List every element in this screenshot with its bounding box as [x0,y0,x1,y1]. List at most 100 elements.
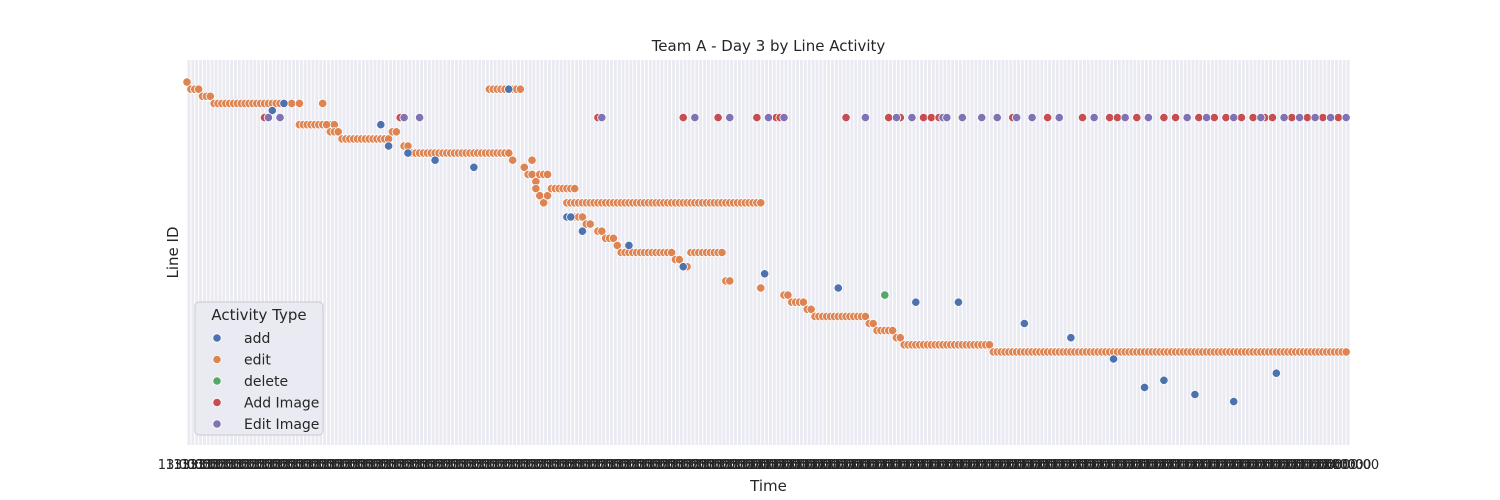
data-point-edit-image [992,113,1002,123]
x-tick-label: 13:00:00 [452,458,510,473]
data-point-edit-image [1120,113,1130,123]
data-point-edit [515,84,525,94]
x-tick-labels: 13:00:0013:00:0013:00:0013:00:0013:00:00… [158,458,1379,473]
x-tick-label: 13:00:00 [522,458,580,473]
x-tick-label: 14:00:00 [1088,458,1146,473]
data-point-edit [984,340,995,350]
x-tick-label: 13:00:00 [445,458,503,473]
data-point-add [267,105,277,116]
x-tick-label: 14:00:00 [1119,458,1177,473]
x-tick-label: 13:00:00 [468,458,526,473]
x-tick-label: 13:00:00 [398,458,456,473]
x-tick-label: 13:00:00 [576,458,634,473]
data-point-add [376,120,386,130]
x-tick-label: 14:00:00 [1150,458,1208,473]
x-tick-label: 13:00:00 [615,458,673,473]
data-point-edit-image [1256,113,1266,123]
data-point-edit [666,247,677,258]
x-tick-label: 14:00:00 [786,458,844,473]
x-tick-label: 13:00:00 [197,458,255,473]
data-point-add-image [1077,113,1088,123]
x-tick-label: 14:00:00 [972,458,1030,473]
x-tick-label: 14:00:00 [949,458,1007,473]
x-tick-label: 14:00:00 [747,458,805,473]
x-tick-label: 14:00:00 [1259,458,1317,473]
x-tick-label: 14:00:00 [1197,458,1255,473]
legend-marker [212,419,222,429]
x-tick-label: 14:00:00 [763,458,821,473]
x-tick-label: 13:00:00 [693,458,751,473]
data-point-edit [887,325,898,336]
x-tick-label: 14:00:00 [1065,458,1123,473]
x-tick-label: 14:00:00 [809,458,867,473]
data-point-edit [612,240,622,250]
data-point-add-image [1209,113,1219,123]
data-point-edit [806,304,816,314]
x-tick-label: 13:00:00 [631,458,689,473]
data-point-add-image [678,113,688,123]
x-tick-label: 13:00:00 [259,458,317,473]
data-point-add-image [1221,113,1231,123]
x-tick-label: 13:00:00 [545,458,603,473]
x-tick-label: 14:00:00 [894,458,952,473]
data-point-edit-image [1201,113,1212,123]
x-tick-label: 14:00:00 [1158,458,1216,473]
data-point-edit [542,191,553,201]
x-tick-label: 14:00:00 [1018,458,1076,473]
legend-entry-label: delete [244,374,288,390]
data-point-edit-image [414,113,425,123]
x-tick-label: 14:00:00 [1212,458,1270,473]
data-point-add-image [1132,113,1142,123]
data-point-edit [504,148,514,158]
data-point-add-image [1333,113,1343,123]
data-point-add [1066,333,1076,343]
legend-marker [212,354,222,365]
x-tick-label: 14:00:00 [1298,458,1356,473]
data-point-edit [542,169,553,179]
data-point-add [1108,354,1119,364]
x-tick-label: 13:00:00 [367,458,425,473]
x-tick-label: 13:00:00 [290,458,348,473]
data-point-edit [798,297,808,307]
data-point-edit-image [597,113,607,123]
data-point-edit-image [860,113,871,123]
x-tick-label: 13:00:00 [414,458,472,473]
data-point-edit [182,77,192,87]
data-point-add-image [884,113,894,123]
x-tick-label: 13:00:00 [491,458,549,473]
data-point-edit [527,155,537,165]
x-tick-label: 14:00:00 [1243,458,1301,473]
x-axis-label: Time [749,477,787,495]
x-tick-label: 13:00:00 [328,458,386,473]
x-tick-label: 13:00:00 [476,458,534,473]
data-point-add [678,262,688,272]
x-tick-label: 13:00:00 [662,458,720,473]
data-point-add-image [1267,113,1278,123]
data-point-add-image [918,113,929,123]
data-point-edit [783,290,793,300]
data-point-edit [895,333,905,343]
data-point-add [1139,382,1150,392]
x-tick-label: 13:00:00 [313,458,371,473]
legend-marker [212,376,222,386]
x-tick-label: 14:00:00 [1127,458,1185,473]
data-point-add [760,269,770,279]
data-point-add-image [752,113,762,123]
x-tick-label: 13:00:00 [538,458,596,473]
x-tick-label: 14:00:00 [755,458,813,473]
legend-entry-label: Edit Image [244,417,319,433]
x-tick-label: 14:00:00 [848,458,906,473]
data-point-add [566,212,576,222]
data-point-add-image [713,113,723,123]
x-tick-label: 14:00:00 [1042,458,1100,473]
data-point-add [279,98,289,109]
x-tick-label: 13:00:00 [173,458,231,473]
data-point-edit-image [891,113,902,123]
x-tick-label: 14:00:00 [902,458,960,473]
x-tick-label: 13:00:00 [677,458,735,473]
data-point-add-image [1105,113,1115,123]
x-tick-label: 14:00:00 [956,458,1014,473]
data-point-add-image [1287,113,1297,123]
data-point-add-image [1302,113,1312,123]
